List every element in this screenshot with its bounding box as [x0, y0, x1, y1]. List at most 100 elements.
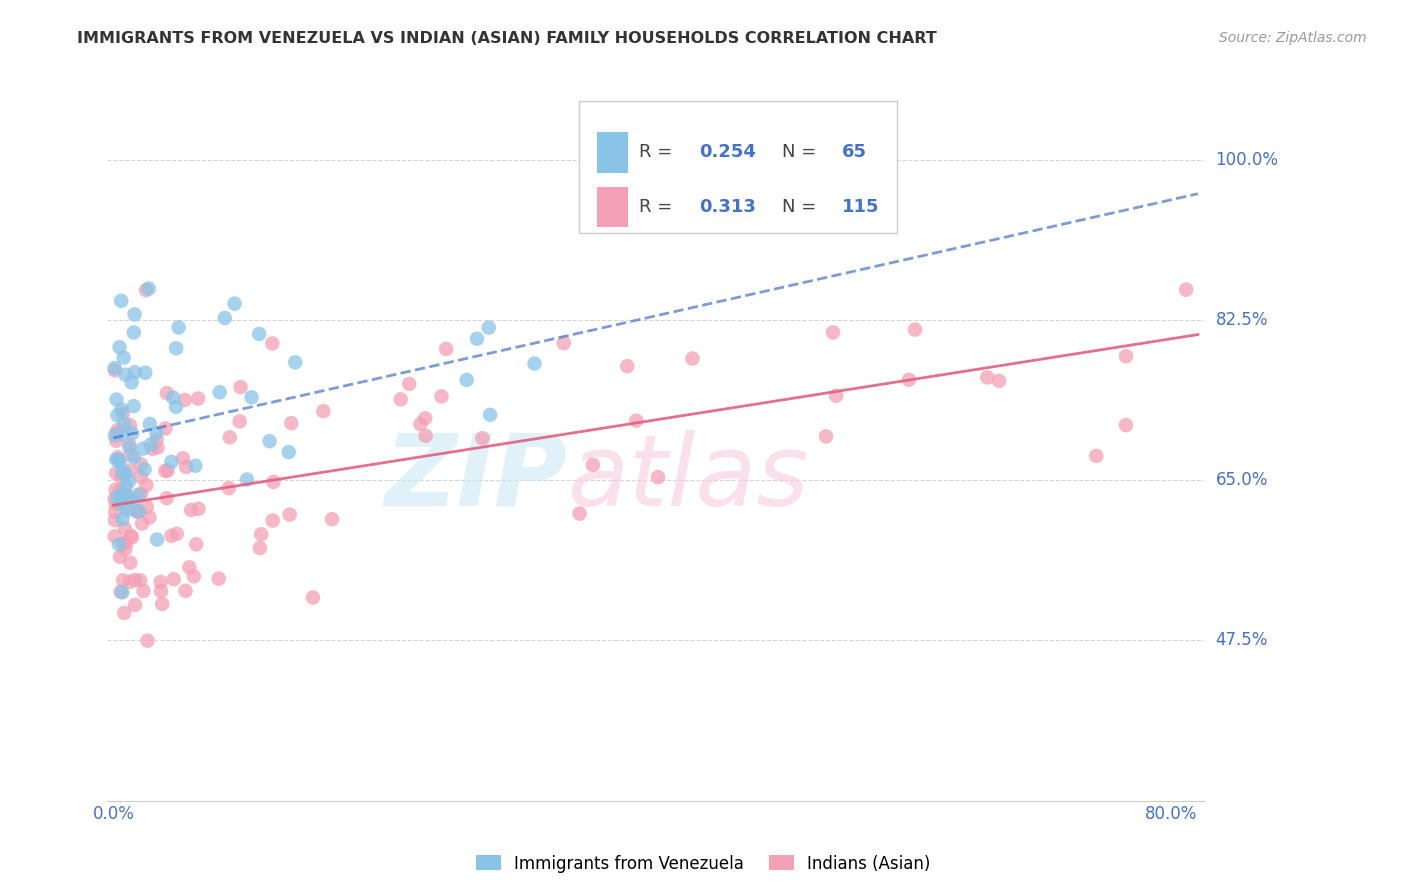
- Point: [120, 529, 142, 543]
- Text: R =: R =: [640, 198, 678, 216]
- Point: [110, 293, 132, 308]
- Point: [112, 606, 135, 620]
- Point: [118, 463, 141, 477]
- Point: [117, 490, 139, 504]
- Legend: Immigrants from Venezuela, Indians (Asian): Immigrants from Venezuela, Indians (Asia…: [468, 848, 938, 880]
- Point: [124, 573, 146, 587]
- Point: [236, 473, 259, 487]
- Point: [523, 357, 546, 371]
- Point: [240, 390, 263, 404]
- Point: [582, 458, 605, 472]
- Point: [815, 429, 838, 443]
- Point: [121, 530, 143, 544]
- Point: [478, 320, 501, 334]
- Point: [104, 491, 127, 506]
- Point: [104, 513, 127, 527]
- Point: [107, 423, 129, 437]
- Point: [110, 483, 132, 498]
- Point: [262, 514, 284, 528]
- Text: Source: ZipAtlas.com: Source: ZipAtlas.com: [1219, 31, 1367, 45]
- Point: [821, 326, 844, 340]
- Text: N =: N =: [782, 144, 821, 161]
- Point: [166, 526, 188, 541]
- Point: [128, 488, 150, 502]
- Text: R =: R =: [640, 144, 678, 161]
- Point: [139, 417, 162, 431]
- Point: [389, 392, 412, 407]
- Point: [321, 512, 343, 526]
- Point: [120, 574, 142, 589]
- Point: [1115, 349, 1137, 363]
- Point: [413, 411, 436, 425]
- Point: [471, 431, 494, 445]
- Point: [163, 572, 186, 586]
- Point: [249, 541, 271, 555]
- Point: [105, 490, 128, 504]
- Point: [208, 572, 231, 586]
- Point: [104, 361, 127, 376]
- Point: [122, 450, 145, 464]
- Point: [553, 336, 575, 351]
- Point: [127, 504, 149, 518]
- Point: [145, 433, 167, 447]
- Point: [156, 386, 179, 401]
- Point: [118, 441, 141, 455]
- Point: [110, 402, 132, 417]
- Point: [121, 376, 143, 390]
- Point: [186, 537, 208, 551]
- Point: [409, 417, 432, 431]
- Point: [229, 380, 252, 394]
- Text: N =: N =: [782, 198, 821, 216]
- Point: [145, 425, 167, 440]
- Point: [112, 537, 135, 551]
- Point: [224, 296, 246, 310]
- Point: [125, 505, 148, 519]
- Point: [262, 475, 284, 489]
- Text: 100.0%: 100.0%: [1216, 151, 1278, 169]
- Point: [124, 598, 146, 612]
- Point: [312, 404, 335, 418]
- Point: [616, 359, 638, 374]
- Point: [110, 584, 132, 599]
- Point: [172, 451, 194, 466]
- Point: [825, 389, 848, 403]
- Point: [120, 556, 142, 570]
- Point: [108, 340, 131, 354]
- Point: [124, 307, 146, 321]
- Point: [250, 527, 273, 541]
- Point: [415, 429, 437, 443]
- Point: [105, 392, 128, 407]
- Point: [114, 466, 136, 480]
- Point: [104, 529, 127, 543]
- Point: [132, 584, 155, 599]
- Point: [150, 597, 173, 611]
- Point: [112, 417, 135, 431]
- Point: [118, 474, 141, 488]
- Point: [976, 370, 998, 384]
- Bar: [598, 132, 628, 172]
- Point: [626, 414, 648, 428]
- Point: [131, 516, 153, 531]
- Point: [114, 485, 136, 500]
- Point: [139, 437, 162, 451]
- Point: [138, 510, 160, 524]
- Text: 82.5%: 82.5%: [1216, 311, 1268, 329]
- Point: [149, 574, 172, 589]
- Point: [107, 409, 129, 423]
- Point: [398, 376, 420, 391]
- Point: [214, 310, 236, 325]
- Point: [104, 428, 127, 442]
- Point: [122, 399, 145, 413]
- Point: [218, 430, 240, 444]
- Point: [135, 283, 157, 297]
- Point: [108, 455, 131, 469]
- Point: [104, 497, 127, 511]
- Point: [1085, 449, 1108, 463]
- Point: [135, 478, 157, 492]
- Point: [146, 533, 169, 547]
- Point: [259, 434, 281, 449]
- Point: [118, 500, 141, 514]
- Point: [277, 445, 299, 459]
- Point: [278, 508, 301, 522]
- Point: [681, 351, 703, 366]
